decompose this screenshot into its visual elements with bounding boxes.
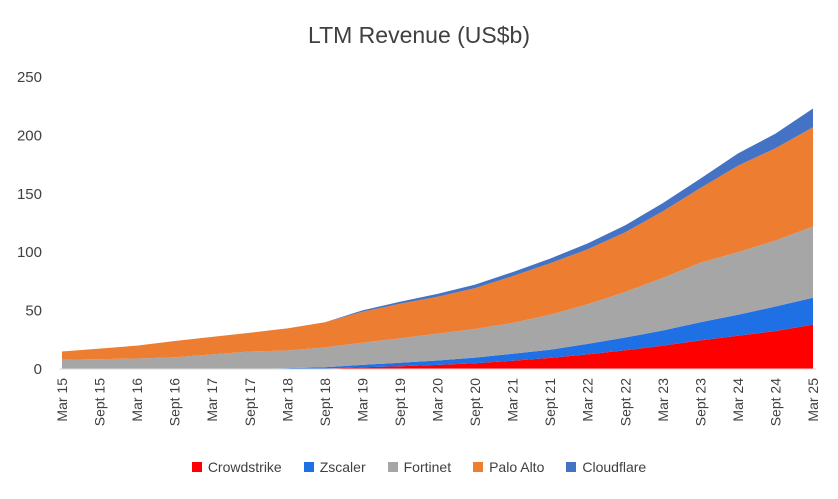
x-tick-label: Mar 19 [354,378,370,422]
legend-swatch [191,462,202,472]
legend-label: Zscaler [319,459,366,475]
area-series-fortinet [62,226,813,369]
legend-swatch [566,462,577,472]
y-tick-label: 50 [25,303,42,320]
area-chart: LTM Revenue (US$b) 0 50 100 150 200 250 Mar 1… [17,22,821,426]
x-tick-label: Mar 25 [805,378,821,422]
area-series-zscaler [62,297,813,369]
legend-label: Crowdstrike [207,459,282,475]
x-tick-label: Sept 15 [92,378,108,426]
area-series-palo-alto [62,127,813,360]
x-tick-label: Mar 23 [655,378,671,422]
y-tick-label: 200 [17,127,42,144]
x-tick-label: Mar 24 [730,378,746,422]
y-tick-label: 100 [17,244,42,261]
x-tick-label: Mar 20 [430,378,446,422]
x-tick-label: Sept 24 [767,378,783,426]
legend-swatch [303,462,314,472]
x-tick-label: Mar 15 [54,378,70,422]
chart-title: LTM Revenue (US$b) [308,22,530,48]
legend-swatch [473,462,484,472]
x-tick-label: Mar 16 [129,378,145,422]
legend-item: Cloudflare [566,459,646,475]
x-tick-label: Sept 23 [692,378,708,426]
series-areas [62,108,813,369]
x-tick-label: Sept 20 [467,378,483,426]
x-tick-label: Sept 17 [242,378,258,426]
area-series-crowdstrike [62,324,813,369]
legend-swatch [387,462,398,472]
x-tick-label: Sept 22 [617,378,633,426]
y-axis: 0 50 100 150 200 250 [17,69,42,378]
y-tick-label: 250 [17,69,42,86]
legend-item: Crowdstrike [191,459,282,475]
legend-label: Palo Alto [489,459,545,475]
x-tick-label: Sept 16 [167,378,183,426]
legend-label: Cloudflare [582,459,647,475]
x-tick-label: Mar 21 [505,378,521,422]
legend-item: Fortinet [387,459,452,475]
y-tick-label: 0 [34,361,42,378]
x-tick-label: Sept 19 [392,378,408,426]
x-tick-label: Mar 17 [204,378,220,422]
legend: Crowdstrike Zscaler Fortinet Palo Alto Cloud… [0,459,838,475]
x-axis: Mar 15 Sept 15 Mar 16 Sept 16 Mar 17 Sept 17 M… [54,378,821,426]
x-tick-label: Sept 21 [542,378,558,426]
x-tick-label: Mar 18 [279,378,295,422]
legend-item: Zscaler [303,459,366,475]
legend-item: Palo Alto [473,459,544,475]
legend-label: Fortinet [403,459,452,475]
x-tick-label: Mar 22 [580,378,596,422]
y-tick-label: 150 [17,186,42,203]
x-tick-label: Sept 18 [317,378,333,426]
